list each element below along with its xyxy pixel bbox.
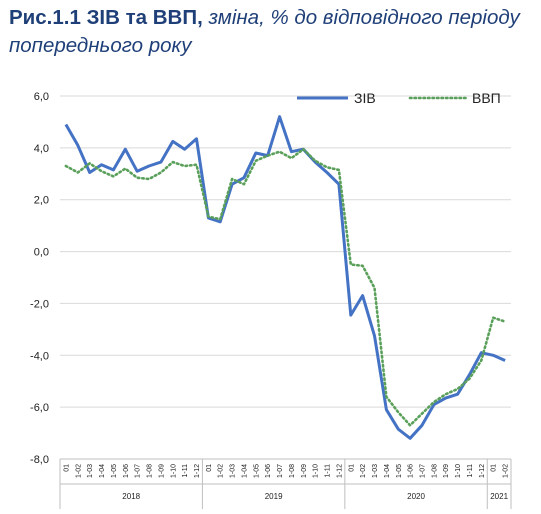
x-tick-label: 1-04 — [241, 464, 248, 478]
x-tick-label: 1-07 — [419, 464, 426, 478]
x-tick-label: 1-11 — [467, 464, 474, 478]
x-tick-label: 1-12 — [479, 464, 486, 478]
y-tick-label: -2,0 — [30, 298, 49, 310]
legend-label-ziv: ЗІВ — [354, 90, 376, 106]
x-tick-label: 1-02 — [503, 464, 510, 478]
x-tick-label: 1-06 — [265, 464, 272, 478]
year-label: 2019 — [265, 492, 283, 501]
x-tick-label: 1-11 — [325, 464, 332, 478]
y-tick-label: 0,0 — [34, 247, 49, 259]
chart-title-bold: Рис.1.1 ЗІВ та ВВП, — [9, 6, 203, 29]
x-tick-label: 1-04 — [384, 464, 391, 478]
x-tick-label: 1-04 — [99, 464, 106, 478]
x-tick-label: 1-08 — [147, 464, 154, 478]
y-tick-label: 6,0 — [34, 91, 49, 103]
x-tick-label: 1-03 — [87, 464, 94, 478]
x-tick-label: 1-05 — [253, 464, 260, 478]
x-tick-label: 1-05 — [111, 464, 118, 478]
year-label: 2020 — [407, 492, 425, 501]
x-tick-label: 01 — [491, 464, 498, 472]
series-line-ziv — [64, 115, 506, 440]
x-tick-label: 1-05 — [396, 464, 403, 478]
x-tick-label: 1-06 — [123, 464, 130, 478]
year-label: 2018 — [122, 492, 140, 501]
y-tick-label: 4,0 — [34, 143, 49, 155]
chart-title-italic: зміна, % до відповідного періоду поперед… — [9, 6, 520, 57]
y-tick-label: -4,0 — [30, 350, 49, 362]
legend-label-vvp: ВВП — [472, 90, 501, 106]
x-tick-label: 1-09 — [301, 464, 308, 478]
x-tick-label: 1-02 — [360, 464, 367, 478]
x-tick-label: 1-06 — [408, 464, 415, 478]
x-tick-label: 01 — [348, 464, 355, 472]
x-tick-label: 1-09 — [158, 464, 165, 478]
x-tick-label: 1-08 — [431, 464, 438, 478]
y-axis-ticks: 6,0 4,0 2,0 0,0 -2,0 -4,0 -6,0 -8,0 — [30, 91, 49, 466]
x-tick-label: 1-10 — [170, 464, 177, 478]
x-axis: 01 1-02 1-03 1-04 1-05 1-06 1-07 1-08 1-09 1-10 1-… — [59, 458, 512, 509]
x-tick-label: 1-08 — [289, 464, 296, 478]
x-tick-label: 1-03 — [372, 464, 379, 478]
x-tick-label: 01 — [63, 464, 70, 472]
x-tick-label: 1-12 — [194, 464, 201, 478]
x-tick-label: 1-03 — [230, 464, 237, 478]
x-tick-label: 01 — [206, 464, 213, 472]
legend: ЗІВ ВВП — [297, 90, 501, 106]
year-label: 2021 — [490, 492, 508, 501]
x-tick-label: 1-07 — [277, 464, 284, 478]
x-tick-label: 1-12 — [336, 464, 343, 478]
series-lines — [64, 115, 507, 440]
x-tick-label: 1-02 — [75, 464, 82, 478]
x-tick-label: 1-07 — [135, 464, 142, 478]
y-tick-label: -6,0 — [30, 402, 49, 414]
x-tick-label: 1-11 — [182, 464, 189, 478]
y-tick-label: 2,0 — [34, 195, 49, 207]
chart-title: Рис.1.1 ЗІВ та ВВП, зміна, % до відповід… — [9, 4, 537, 60]
y-tick-label: -8,0 — [30, 454, 49, 466]
x-tick-label: 1-10 — [313, 464, 320, 478]
x-tick-label: 1-09 — [443, 464, 450, 478]
series-line-vvp — [64, 147, 507, 427]
x-tick-label: 1-10 — [455, 464, 462, 478]
x-tick-label: 1-02 — [218, 464, 225, 478]
